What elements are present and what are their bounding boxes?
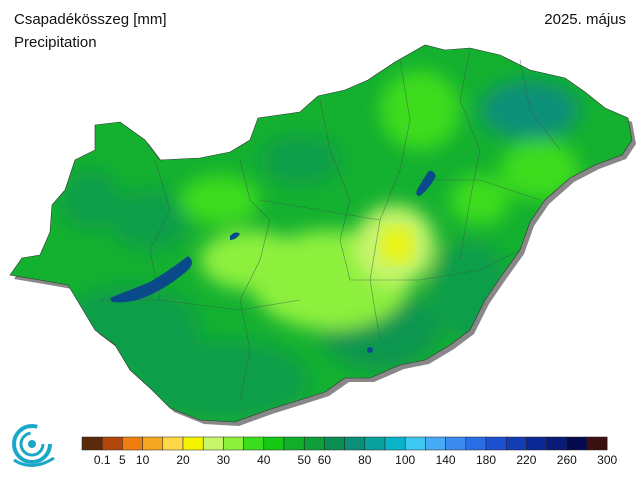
legend-tick-label: 80: [358, 453, 372, 467]
legend-tick-label: 180: [476, 453, 496, 467]
map-subtitle: Precipitation: [14, 34, 97, 51]
map-border: [9, 44, 633, 423]
omsz-logo-icon: [12, 424, 55, 467]
legend-tick-label: 100: [395, 453, 415, 467]
legend-swatch: [162, 436, 184, 451]
legend-swatch: [384, 436, 406, 451]
legend-swatch: [243, 436, 265, 451]
map-date: 2025. május: [544, 11, 626, 28]
legend-swatch: [505, 436, 527, 451]
legend-tick-label: 20: [176, 453, 190, 467]
legend-swatch: [81, 436, 103, 451]
legend-swatch: [485, 436, 507, 451]
legend-tick-label: 300: [597, 453, 617, 467]
lake-tisza: [416, 170, 436, 196]
lake-velence: [230, 232, 240, 240]
legend-swatch: [283, 436, 305, 451]
legend-tick-label: 5: [119, 453, 126, 467]
legend-swatch: [546, 436, 568, 451]
legend-swatch: [364, 436, 386, 451]
legend-swatch: [445, 436, 467, 451]
legend-swatch: [404, 436, 426, 451]
lake-balaton: [110, 256, 192, 303]
legend-tick-label: 50: [298, 453, 312, 467]
legend-tick-label: 140: [436, 453, 456, 467]
legend-swatch: [303, 436, 325, 451]
legend-swatch: [223, 436, 244, 451]
legend-swatch: [566, 436, 588, 451]
legend-tick-label: 40: [257, 453, 271, 467]
legend-swatch: [122, 436, 143, 451]
legend-swatch: [526, 436, 547, 451]
legend-tick-label: 220: [516, 453, 536, 467]
legend-swatch: [586, 436, 608, 451]
legend-swatch: [182, 436, 204, 451]
legend-tick-label: 10: [136, 453, 150, 467]
legend-tick-label: 30: [217, 453, 231, 467]
legend-swatch: [142, 436, 164, 451]
legend-swatch: [324, 436, 345, 451]
legend-swatch: [425, 436, 446, 451]
legend-tick-label: 0.1: [94, 453, 111, 467]
legend-swatch: [263, 436, 285, 451]
lake-small-south: [367, 347, 373, 353]
map-title: Csapadékösszeg [mm]: [14, 11, 167, 28]
legend-tick-label: 60: [318, 453, 332, 467]
legend-swatch: [465, 436, 487, 451]
county-borders: [100, 49, 561, 401]
legend-tick-label: 260: [557, 453, 577, 467]
legend-swatch: [344, 436, 366, 451]
legend-swatch: [202, 436, 224, 451]
legend-swatch: [101, 436, 123, 451]
